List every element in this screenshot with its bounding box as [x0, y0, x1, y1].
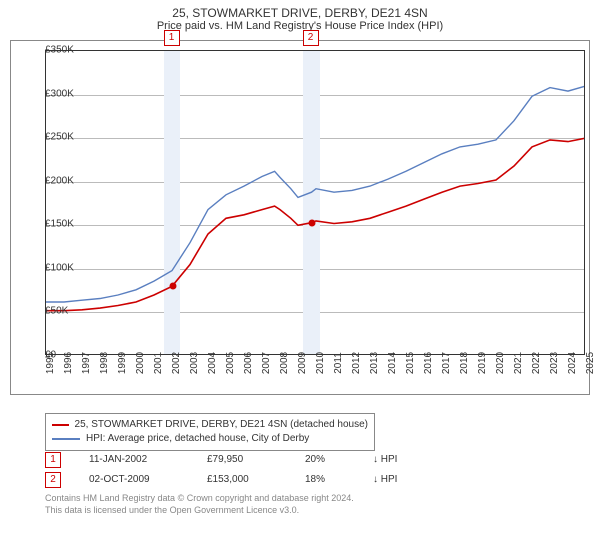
x-tick-label: 2013 [369, 352, 380, 374]
legend: 25, STOWMARKET DRIVE, DERBY, DE21 4SN (d… [45, 413, 375, 451]
chart-title: 25, STOWMARKET DRIVE, DERBY, DE21 4SN [0, 0, 600, 20]
x-tick-label: 2025 [585, 352, 596, 374]
legend-row: 25, STOWMARKET DRIVE, DERBY, DE21 4SN (d… [52, 418, 368, 432]
x-tick-label: 2019 [477, 352, 488, 374]
sale-marker: 2 [303, 30, 319, 46]
chart-subtitle: Price paid vs. HM Land Registry's House … [0, 20, 600, 36]
legend-row: HPI: Average price, detached house, City… [52, 432, 368, 446]
sale-point [169, 283, 176, 290]
series-red [46, 138, 585, 311]
x-tick-label: 2005 [225, 352, 236, 374]
x-tick-label: 2000 [135, 352, 146, 374]
sale-date: 11-JAN-2002 [89, 453, 179, 467]
sales-table: 1 11-JAN-2002 £79,950 20% ↓ HPI 2 02-OCT-2009 £… [45, 452, 397, 492]
x-tick-label: 2021 [513, 352, 524, 374]
sale-price: £79,950 [207, 453, 277, 467]
x-tick-label: 2004 [207, 352, 218, 374]
sale-date: 02-OCT-2009 [89, 473, 179, 487]
x-tick-label: 2015 [405, 352, 416, 374]
x-tick-label: 1995 [45, 352, 56, 374]
x-tick-label: 2001 [153, 352, 164, 374]
sale-marker: 1 [164, 30, 180, 46]
x-tick-label: 2022 [531, 352, 542, 374]
sale-row: 1 11-JAN-2002 £79,950 20% ↓ HPI [45, 452, 397, 468]
x-tick-label: 1997 [81, 352, 92, 374]
figure: { "title": "25, STOWMARKET DRIVE, DERBY,… [0, 0, 600, 560]
sale-price: £153,000 [207, 473, 277, 487]
x-tick-label: 2018 [459, 352, 470, 374]
x-tick-label: 2010 [315, 352, 326, 374]
x-tick-label: 2011 [333, 352, 344, 374]
footer-line: This data is licensed under the Open Gov… [45, 504, 354, 516]
x-tick-label: 2009 [297, 352, 308, 374]
sale-pct: 20% [305, 453, 345, 467]
sale-pct: 18% [305, 473, 345, 487]
legend-label: HPI: Average price, detached house, City… [86, 432, 309, 446]
legend-swatch [52, 424, 69, 426]
sale-row-marker: 2 [45, 472, 61, 488]
x-tick-label: 2006 [243, 352, 254, 374]
x-tick-label: 1998 [99, 352, 110, 374]
sale-point [308, 219, 315, 226]
x-tick-label: 2017 [441, 352, 452, 374]
x-tick-label: 2002 [171, 352, 182, 374]
footer-line: Contains HM Land Registry data © Crown c… [45, 492, 354, 504]
sale-row: 2 02-OCT-2009 £153,000 18% ↓ HPI [45, 472, 397, 488]
attribution: Contains HM Land Registry data © Crown c… [45, 492, 354, 516]
x-tick-label: 2008 [279, 352, 290, 374]
series-svg [46, 51, 585, 355]
x-tick-label: 2024 [567, 352, 578, 374]
x-tick-label: 1996 [63, 352, 74, 374]
plot-area [45, 50, 585, 355]
series-blue [46, 86, 585, 302]
sale-delta: ↓ HPI [373, 453, 397, 467]
x-tick-label: 2003 [189, 352, 200, 374]
x-tick-label: 2016 [423, 352, 434, 374]
sale-row-marker: 1 [45, 452, 61, 468]
x-tick-label: 2020 [495, 352, 506, 374]
legend-label: 25, STOWMARKET DRIVE, DERBY, DE21 4SN (d… [75, 418, 368, 432]
x-tick-label: 1999 [117, 352, 128, 374]
legend-swatch [52, 438, 80, 440]
x-tick-label: 2023 [549, 352, 560, 374]
x-tick-label: 2007 [261, 352, 272, 374]
x-tick-label: 2014 [387, 352, 398, 374]
sale-delta: ↓ HPI [373, 473, 397, 487]
x-tick-label: 2012 [351, 352, 362, 374]
